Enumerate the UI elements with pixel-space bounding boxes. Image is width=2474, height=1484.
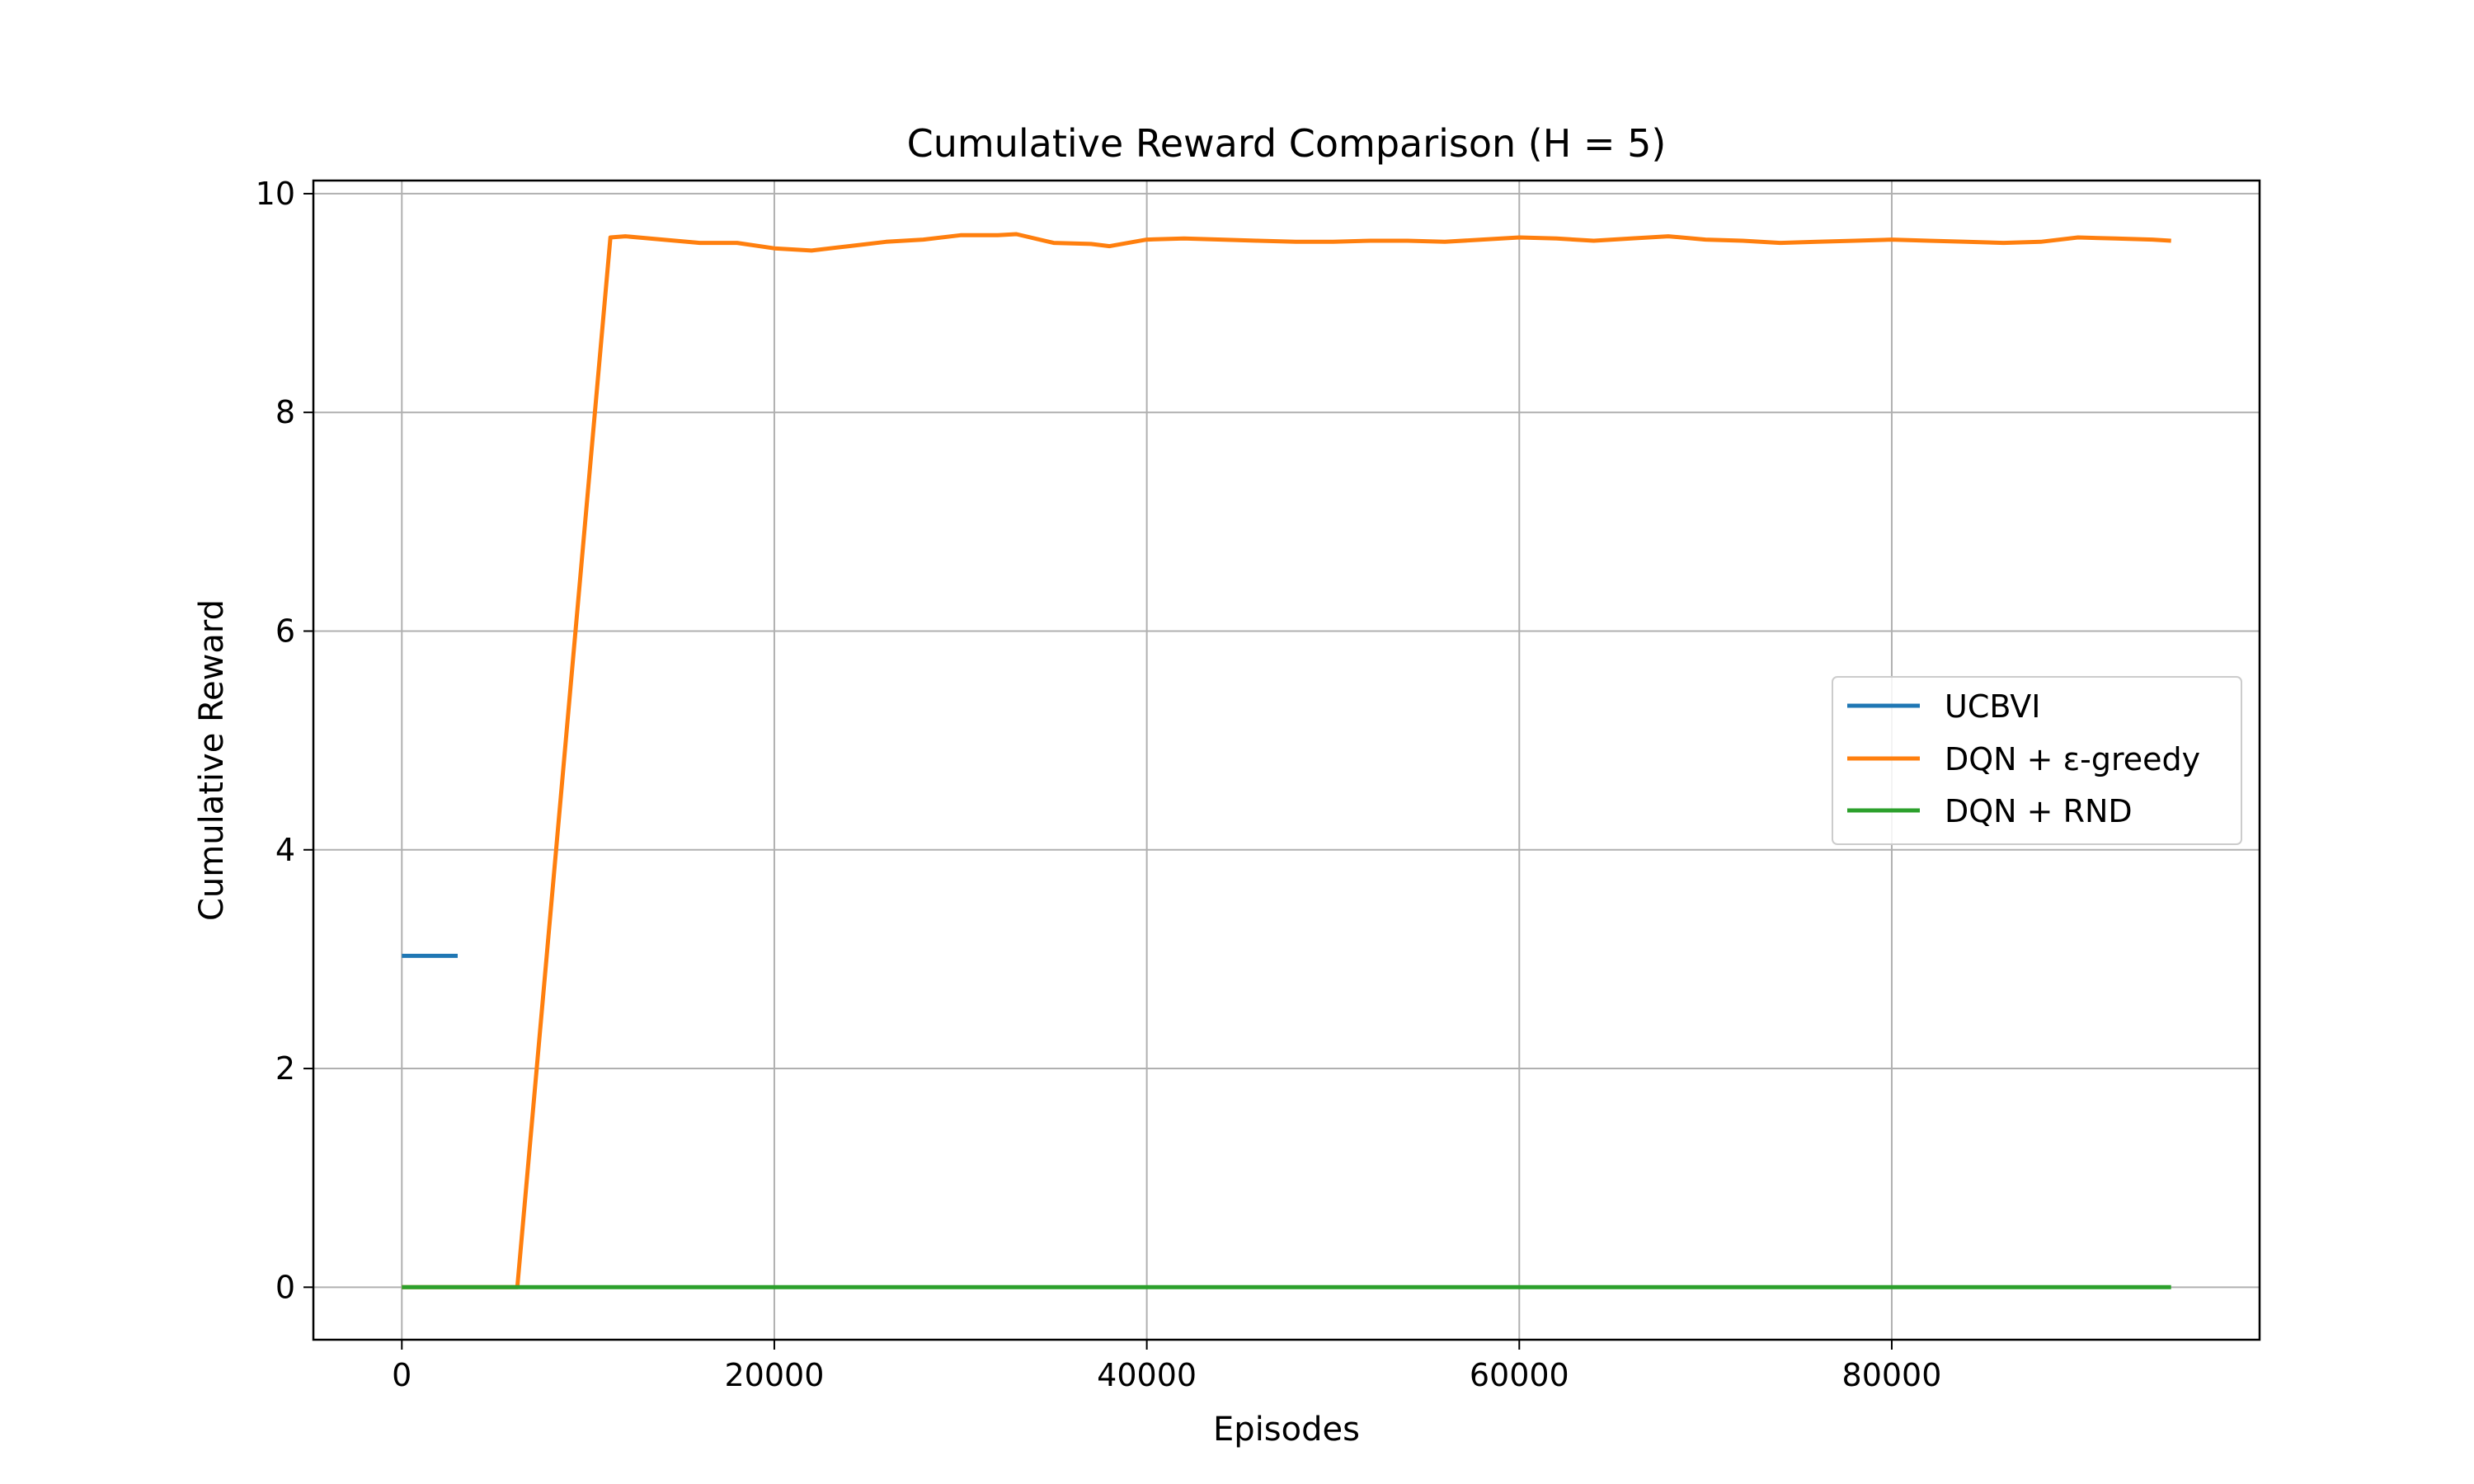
x-tick-label: 60000 — [1470, 1357, 1569, 1393]
chart-title: Cumulative Reward Comparison (H = 5) — [907, 121, 1667, 166]
legend-item-dqn-rnd: DQN + RND — [1847, 793, 2133, 829]
x-tick-label: 0 — [392, 1357, 412, 1393]
legend-box — [1832, 676, 2242, 845]
x-tick-label: 20000 — [725, 1357, 825, 1393]
y-tick-label: 8 — [275, 394, 295, 430]
y-tick-label: 10 — [256, 176, 295, 212]
x-axis-ticks: 0 20000 40000 60000 80000 — [392, 1340, 1941, 1393]
x-axis-label: Episodes — [1213, 1411, 1360, 1449]
y-tick-label: 2 — [275, 1050, 295, 1087]
x-tick-label: 40000 — [1097, 1357, 1197, 1393]
legend-label-ucbvi: UCBVI — [1945, 688, 2040, 725]
y-tick-label: 4 — [275, 832, 295, 868]
y-axis-ticks: 0 2 4 6 8 10 — [256, 176, 313, 1305]
legend-item-ucbvi: UCBVI — [1847, 688, 2040, 725]
y-tick-label: 6 — [275, 613, 295, 649]
x-tick-label: 80000 — [1842, 1357, 1942, 1393]
legend-label-dqn-egreedy: DQN + ε-greedy — [1945, 741, 2200, 777]
y-axis-label: Cumulative Reward — [193, 599, 231, 921]
legend-label-dqn-rnd: DQN + RND — [1945, 793, 2133, 829]
series-line-dqn-egreedy — [402, 232, 2171, 1289]
y-tick-label: 0 — [275, 1269, 295, 1305]
series-layer — [402, 232, 2171, 1289]
plot-area-frame — [312, 179, 2261, 1341]
legend: UCBVI DQN + ε-greedy DQN + RND — [1832, 676, 2242, 845]
legend-item-dqn-egreedy: DQN + ε-greedy — [1847, 741, 2200, 777]
